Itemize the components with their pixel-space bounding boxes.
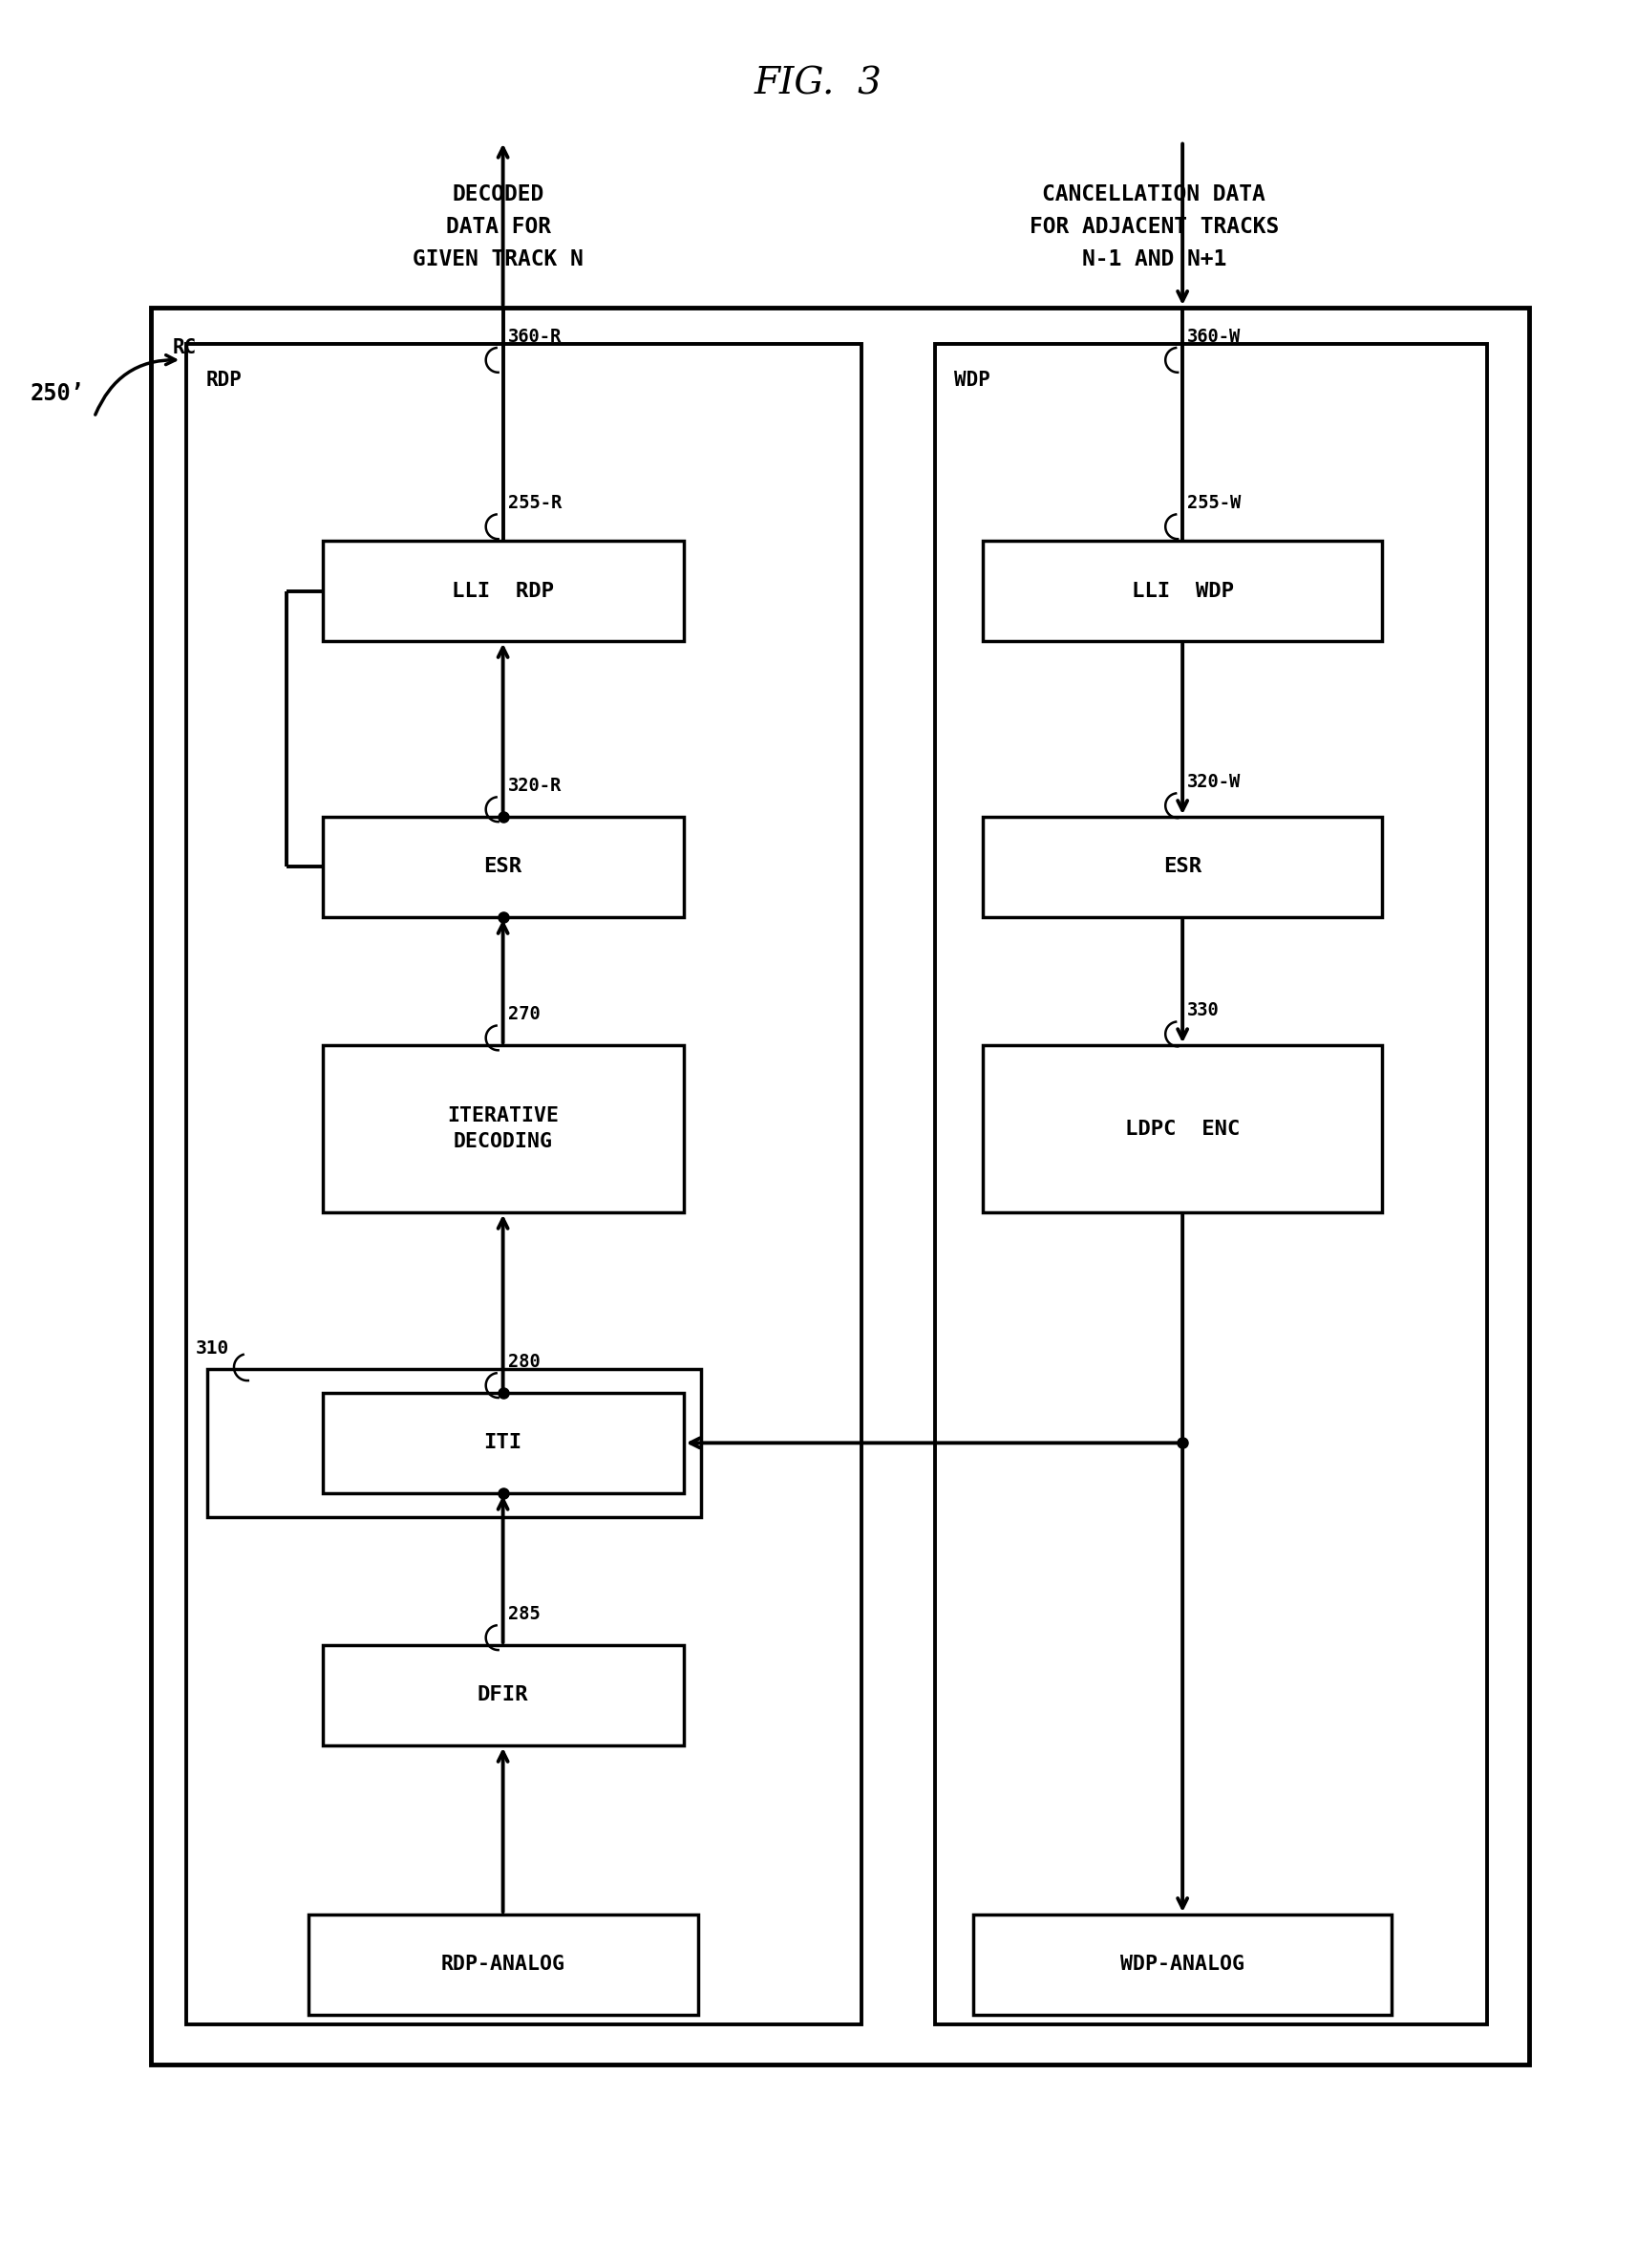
Text: RC: RC bbox=[172, 338, 196, 358]
Text: ESR: ESR bbox=[485, 857, 522, 875]
Text: ITERATIVE
DECODING: ITERATIVE DECODING bbox=[447, 1107, 558, 1150]
Text: 280: 280 bbox=[507, 1354, 540, 1372]
Text: RDP: RDP bbox=[206, 370, 242, 390]
Bar bbox=[322, 1393, 684, 1492]
Text: ESR: ESR bbox=[1164, 857, 1202, 875]
Bar bbox=[974, 1914, 1391, 2014]
Bar bbox=[308, 1914, 697, 2014]
Text: 310: 310 bbox=[196, 1340, 229, 1359]
Bar bbox=[982, 1046, 1382, 1211]
Text: 360-R: 360-R bbox=[507, 327, 561, 345]
Bar bbox=[935, 345, 1486, 2023]
Text: DFIR: DFIR bbox=[478, 1685, 529, 1706]
Text: 330: 330 bbox=[1187, 1002, 1220, 1021]
Text: CANCELLATION DATA
FOR ADJACENT TRACKS
N-1 AND N+1: CANCELLATION DATA FOR ADJACENT TRACKS N-… bbox=[1030, 184, 1278, 270]
Text: RDP-ANALOG: RDP-ANALOG bbox=[440, 1955, 565, 1973]
Bar bbox=[208, 1370, 701, 1517]
Text: ITI: ITI bbox=[485, 1433, 522, 1452]
Bar bbox=[322, 540, 684, 642]
Bar bbox=[982, 816, 1382, 916]
Text: LDPC  ENC: LDPC ENC bbox=[1125, 1118, 1239, 1139]
Text: FIG.  3: FIG. 3 bbox=[755, 66, 882, 102]
Text: 320-R: 320-R bbox=[507, 778, 561, 796]
Text: 255-R: 255-R bbox=[507, 494, 561, 513]
Bar bbox=[322, 1046, 684, 1211]
Text: WDP: WDP bbox=[954, 370, 990, 390]
Text: 360-W: 360-W bbox=[1187, 327, 1241, 345]
Text: LLI  RDP: LLI RDP bbox=[452, 581, 553, 601]
Text: 270: 270 bbox=[507, 1005, 540, 1023]
Bar bbox=[187, 345, 861, 2023]
Text: 285: 285 bbox=[507, 1606, 540, 1624]
Text: 250’: 250’ bbox=[31, 381, 85, 404]
Bar bbox=[322, 816, 684, 916]
Text: WDP-ANALOG: WDP-ANALOG bbox=[1120, 1955, 1244, 1973]
Text: 255-W: 255-W bbox=[1187, 494, 1241, 513]
Text: DECODED
DATA FOR
GIVEN TRACK N: DECODED DATA FOR GIVEN TRACK N bbox=[413, 184, 583, 270]
Text: 320-W: 320-W bbox=[1187, 773, 1241, 792]
Bar bbox=[322, 1644, 684, 1744]
Bar bbox=[982, 540, 1382, 642]
Bar bbox=[151, 308, 1529, 2064]
Text: LLI  WDP: LLI WDP bbox=[1131, 581, 1234, 601]
